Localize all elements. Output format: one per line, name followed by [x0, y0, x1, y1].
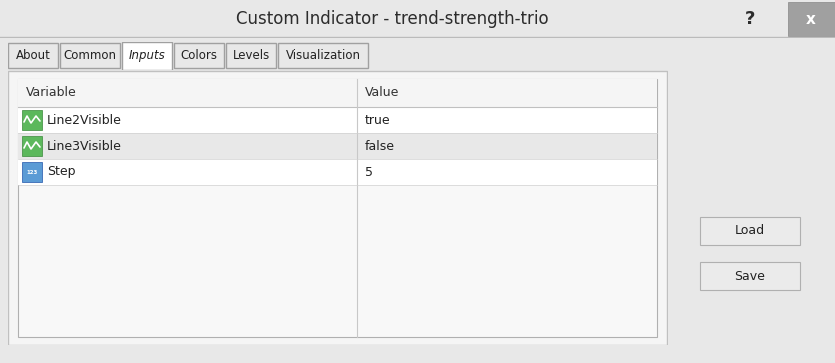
Bar: [18, 133, 657, 159]
Text: Visualization: Visualization: [286, 49, 361, 62]
Bar: [22, 110, 42, 130]
Text: false: false: [365, 139, 395, 152]
Text: Value: Value: [365, 86, 399, 99]
Bar: [122, 42, 172, 70]
Text: Inputs: Inputs: [129, 49, 165, 62]
Bar: [278, 43, 368, 68]
Text: Step: Step: [47, 166, 75, 179]
Text: Custom Indicator - trend-strength-trio: Custom Indicator - trend-strength-trio: [236, 10, 549, 28]
Text: About: About: [16, 49, 50, 62]
Text: Load: Load: [735, 224, 765, 237]
Text: Line3Visible: Line3Visible: [47, 139, 122, 152]
Text: 123: 123: [27, 170, 38, 175]
Text: Common: Common: [63, 49, 117, 62]
Text: 5: 5: [365, 166, 372, 179]
Bar: [22, 136, 42, 156]
Bar: [18, 107, 657, 133]
Bar: [8, 43, 58, 68]
Bar: [18, 79, 657, 107]
Bar: [174, 43, 224, 68]
Bar: [226, 43, 276, 68]
Bar: [788, 2, 835, 36]
Text: Colors: Colors: [180, 49, 217, 62]
Bar: [700, 262, 800, 290]
Text: Line2Visible: Line2Visible: [47, 114, 122, 126]
Bar: [700, 217, 800, 245]
Text: Levels: Levels: [232, 49, 270, 62]
Text: Variable: Variable: [26, 86, 77, 99]
Text: x: x: [806, 12, 816, 26]
Text: ?: ?: [745, 10, 755, 28]
Text: true: true: [365, 114, 390, 126]
Bar: [22, 162, 42, 182]
Bar: [18, 159, 657, 185]
Text: Save: Save: [735, 269, 766, 282]
Bar: [60, 43, 120, 68]
